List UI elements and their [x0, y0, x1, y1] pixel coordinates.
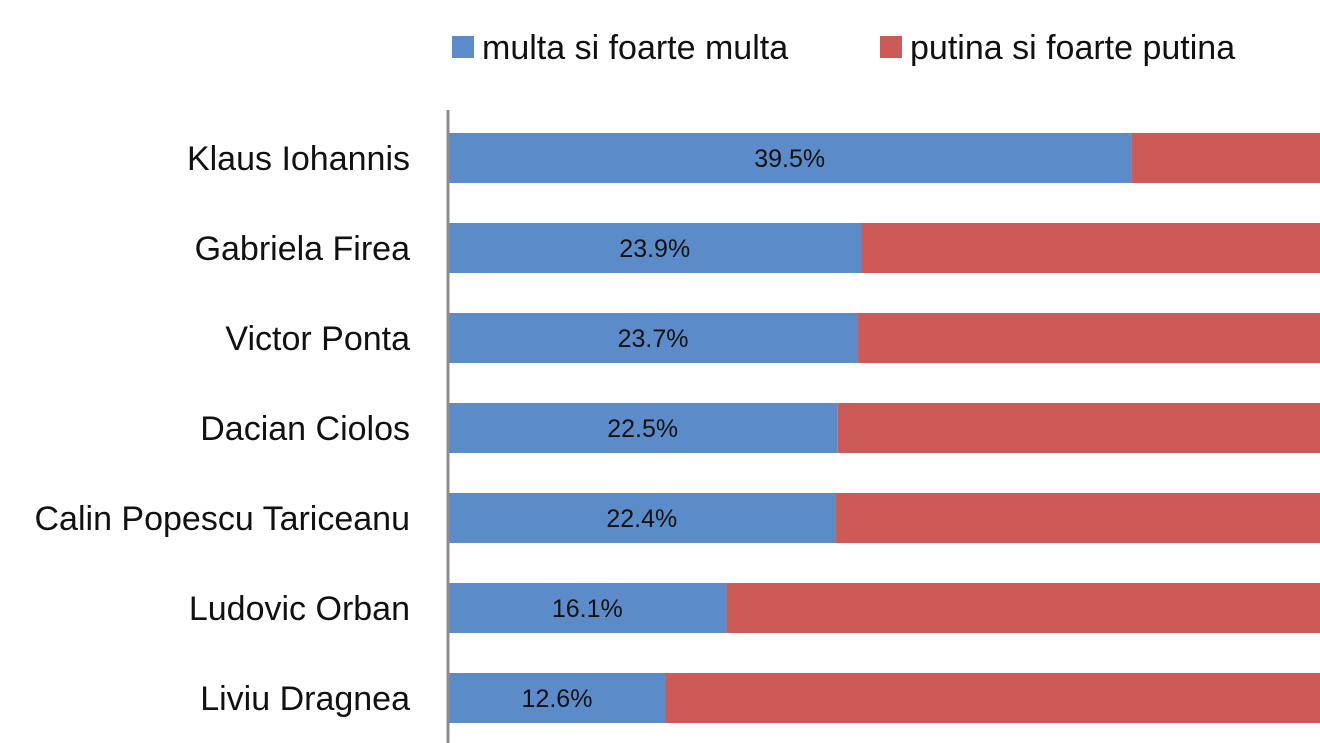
legend-label-series-0: multa si foarte multa	[482, 29, 788, 67]
category-label-1: Gabriela Firea	[195, 230, 411, 268]
bar-series-0-2	[448, 313, 859, 363]
legend-swatch-series-0	[452, 36, 474, 58]
category-label-0: Klaus Iohannis	[187, 140, 410, 178]
bar-series-1-3	[837, 403, 1320, 453]
bars	[448, 133, 1320, 723]
data-labels: 39.5% 23.9% 23.7% 22.5% 22.4% 16.1% 12.6%	[522, 145, 826, 713]
category-label-2: Victor Ponta	[225, 320, 410, 358]
bar-series-0-3	[448, 403, 838, 453]
bar-series-1-1	[861, 223, 1320, 273]
bar-series-0-0	[448, 133, 1132, 183]
bar-series-1-6	[666, 673, 1320, 723]
category-labels: Klaus Iohannis Gabriela Firea Victor Ponta…	[35, 140, 411, 718]
legend: multa si foarte multa putina si foarte p…	[452, 29, 1235, 67]
data-label-2: 23.7%	[618, 325, 689, 353]
data-label-0: 39.5%	[754, 145, 825, 173]
category-label-4: Calin Popescu Tariceanu	[35, 500, 411, 538]
data-label-1: 23.9%	[619, 235, 690, 263]
bar-series-1-2	[858, 313, 1320, 363]
data-label-4: 22.4%	[606, 505, 677, 533]
data-label-6: 12.6%	[522, 685, 593, 713]
data-label-5: 16.1%	[552, 595, 623, 623]
bar-series-0-5	[448, 583, 727, 633]
bar-series-0-4	[448, 493, 836, 543]
bar-series-0-6	[448, 673, 666, 723]
category-label-6: Liviu Dragnea	[200, 680, 410, 718]
legend-swatch-series-1	[880, 36, 902, 58]
category-label-3: Dacian Ciolos	[200, 410, 410, 448]
bar-series-1-0	[1131, 133, 1320, 183]
bar-series-1-4	[835, 493, 1320, 543]
bar-series-1-5	[726, 583, 1320, 633]
bar-series-0-1	[448, 223, 862, 273]
legend-label-series-1: putina si foarte putina	[910, 29, 1235, 67]
data-label-3: 22.5%	[607, 415, 678, 443]
category-label-5: Ludovic Orban	[189, 590, 410, 628]
